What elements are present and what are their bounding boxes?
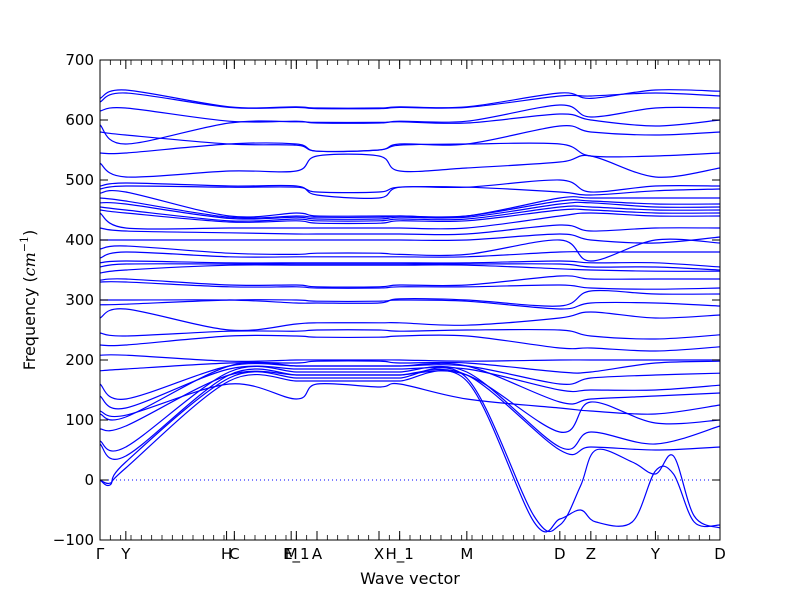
x-tick-label-5: E_1 xyxy=(283,545,310,564)
y-tick-label-6: 100 xyxy=(65,411,94,429)
x-tick-label-13: D xyxy=(714,545,726,563)
band-line-6 xyxy=(100,153,720,178)
y-tick-label-5: 200 xyxy=(65,351,94,369)
y-axis-label-prefix: Frequency ( xyxy=(20,276,39,370)
band-line-17 xyxy=(100,238,720,262)
y-tick-label-0: 700 xyxy=(65,51,94,69)
x-tick-label-8: H_1 xyxy=(386,545,414,564)
band-line-39 xyxy=(100,370,720,533)
y-axis-label: Frequency (cm−1) xyxy=(18,230,39,371)
band-line-20 xyxy=(100,263,720,271)
y-tick-label-1: 600 xyxy=(65,111,94,129)
band-line-3 xyxy=(100,113,720,145)
band-line-10 xyxy=(100,197,720,219)
band-line-30 xyxy=(100,360,720,374)
band-line-22 xyxy=(100,275,720,288)
x-tick-label-4: M xyxy=(285,545,298,563)
band-line-37 xyxy=(100,368,720,460)
band-line-11 xyxy=(100,201,720,220)
y-tick-label-2: 500 xyxy=(65,171,94,189)
x-tick-label-10: D xyxy=(554,545,566,563)
band-line-7 xyxy=(100,179,720,199)
x-tick-label-7: X xyxy=(374,545,384,563)
band-line-19 xyxy=(100,260,720,268)
y-tick-label-4: 300 xyxy=(65,291,94,309)
band-line-12 xyxy=(100,205,720,222)
x-tick-label-0: Γ xyxy=(96,545,105,563)
x-tick-label-2: H xyxy=(221,545,232,563)
band-line-23 xyxy=(100,281,720,290)
y-axis-label-exponent: −1 xyxy=(18,236,31,252)
band-line-21 xyxy=(100,264,720,274)
y-tick-label-7: 0 xyxy=(84,471,94,489)
band-line-29 xyxy=(100,354,720,362)
band-line-38 xyxy=(100,367,720,533)
band-line-34 xyxy=(100,361,720,421)
x-tick-label-11: Z xyxy=(586,545,596,563)
band-line-36 xyxy=(100,365,720,452)
band-line-14 xyxy=(100,212,720,230)
y-axis-label-unit: cm xyxy=(20,252,39,276)
band-line-13 xyxy=(100,208,720,225)
band-line-26 xyxy=(100,308,720,332)
x-tick-label-12: Y xyxy=(650,545,661,563)
band-line-27 xyxy=(100,328,720,340)
band-line-15 xyxy=(100,224,720,236)
band-line-4 xyxy=(100,125,720,153)
x-axis-label: Wave vector xyxy=(360,569,460,588)
y-tick-label-3: 400 xyxy=(65,231,94,249)
y-tick-label-8: −100 xyxy=(53,531,94,549)
band-line-8 xyxy=(100,185,720,196)
y-axis-label-suffix: ) xyxy=(20,230,39,236)
band-line-28 xyxy=(100,334,720,352)
band-line-25 xyxy=(100,299,720,310)
band-line-18 xyxy=(100,251,720,259)
band-line-1 xyxy=(100,92,720,110)
x-tick-label-9: M xyxy=(460,545,473,563)
x-tick-label-1: Y xyxy=(120,545,131,563)
band-line-16 xyxy=(100,233,720,244)
x-tick-label-3: C xyxy=(229,545,239,563)
band-line-32 xyxy=(100,365,720,410)
x-tick-label-6: A xyxy=(312,545,323,563)
band-line-5 xyxy=(100,142,720,158)
